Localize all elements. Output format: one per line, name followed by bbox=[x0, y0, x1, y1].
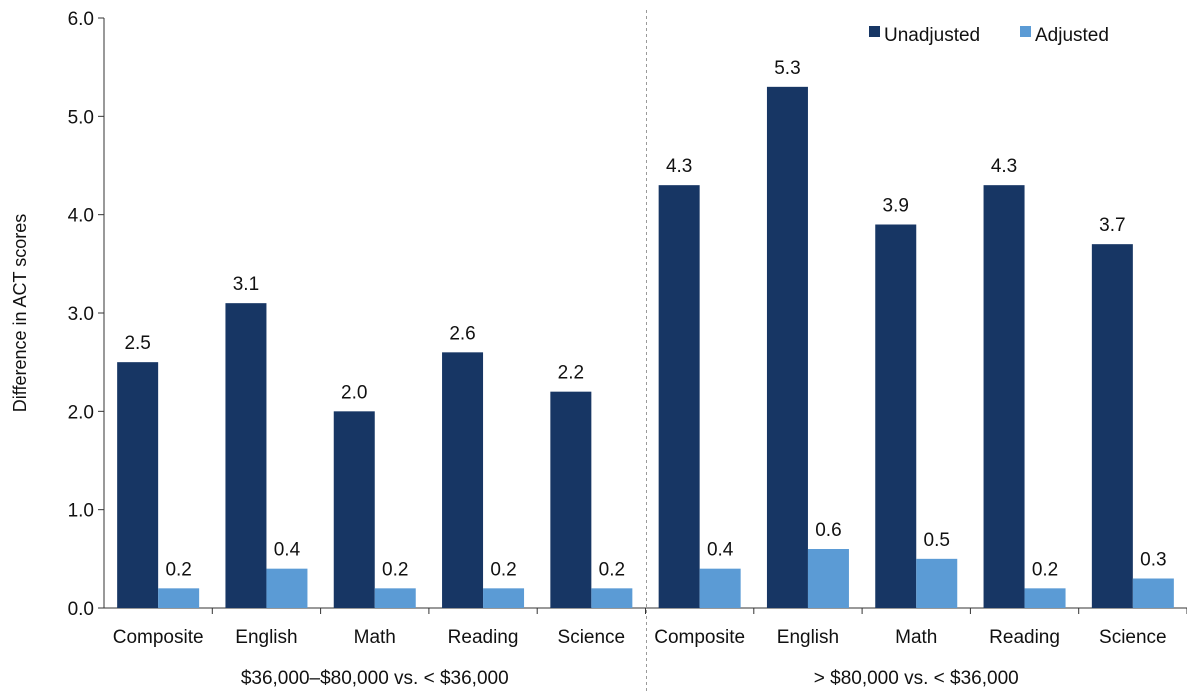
y-tick-label: 1.0 bbox=[68, 501, 94, 522]
group-label: > $80,000 vs. < $36,000 bbox=[814, 668, 1019, 689]
bar-adjusted bbox=[1132, 578, 1174, 608]
x-category-label: Composite bbox=[113, 627, 204, 648]
bar-adjusted bbox=[374, 588, 416, 608]
data-label: 0.4 bbox=[274, 540, 301, 561]
bars-layer bbox=[117, 86, 1174, 609]
data-label: 0.2 bbox=[599, 559, 625, 580]
data-label: 0.2 bbox=[382, 559, 408, 580]
y-tick-label: 2.0 bbox=[68, 402, 94, 423]
legend-swatch-unadjusted bbox=[869, 26, 880, 37]
y-tick-label: 6.0 bbox=[68, 9, 94, 30]
bar-unadjusted bbox=[658, 185, 700, 608]
data-label: 0.5 bbox=[924, 530, 950, 551]
x-category-label: English bbox=[235, 627, 297, 648]
bar-unadjusted bbox=[766, 86, 808, 609]
x-category-label: Math bbox=[354, 627, 396, 648]
group-label: $36,000–$80,000 vs. < $36,000 bbox=[241, 668, 509, 689]
bar-adjusted bbox=[807, 549, 849, 608]
bar-unadjusted bbox=[1091, 244, 1133, 608]
y-tick-label: 5.0 bbox=[68, 107, 94, 128]
data-label: 2.6 bbox=[449, 323, 475, 344]
data-label: 3.1 bbox=[233, 274, 259, 295]
x-category-label: Reading bbox=[989, 627, 1060, 648]
legend-label-adjusted: Adjusted bbox=[1035, 25, 1109, 46]
bar-unadjusted bbox=[333, 411, 375, 608]
data-label: 4.3 bbox=[991, 156, 1017, 177]
y-axis-title: Difference in ACT scores bbox=[10, 214, 30, 412]
x-category-label: Math bbox=[895, 627, 937, 648]
data-label: 0.6 bbox=[815, 520, 841, 541]
legend-swatch-adjusted bbox=[1020, 26, 1031, 37]
data-label: 0.2 bbox=[1032, 559, 1058, 580]
bar-adjusted bbox=[483, 588, 525, 608]
data-label: 0.2 bbox=[165, 559, 191, 580]
data-label: 4.3 bbox=[666, 156, 692, 177]
bar-unadjusted bbox=[442, 352, 484, 608]
bar-adjusted bbox=[916, 558, 958, 608]
data-label: 0.2 bbox=[490, 559, 516, 580]
x-category-label: Science bbox=[1099, 627, 1167, 648]
bar-unadjusted bbox=[875, 224, 917, 608]
x-category-label: Composite bbox=[654, 627, 745, 648]
data-label: 3.7 bbox=[1099, 215, 1125, 236]
legend: Unadjusted Adjusted bbox=[869, 25, 1109, 46]
labels-layer: 0.0 1.0 2.0 3.0 4.0 5.0 6.0 Difference in ACT s… bbox=[10, 9, 1167, 689]
bar-unadjusted bbox=[225, 303, 267, 608]
data-label: 2.0 bbox=[341, 382, 367, 403]
bar-unadjusted bbox=[117, 362, 159, 608]
x-category-label: Reading bbox=[448, 627, 519, 648]
x-category-label: English bbox=[777, 627, 839, 648]
data-label: 0.4 bbox=[707, 540, 734, 561]
data-label: 5.3 bbox=[774, 58, 800, 79]
bar-adjusted bbox=[591, 588, 633, 608]
bar-adjusted bbox=[1024, 588, 1066, 608]
bar-adjusted bbox=[158, 588, 200, 608]
y-tick-label: 4.0 bbox=[68, 206, 94, 227]
data-label: 0.3 bbox=[1140, 550, 1166, 571]
data-label: 2.2 bbox=[558, 363, 584, 384]
data-label: 2.5 bbox=[124, 333, 150, 354]
y-tick-label: 0.0 bbox=[68, 599, 94, 620]
data-label: 3.9 bbox=[883, 196, 909, 217]
y-tick-label: 3.0 bbox=[68, 304, 94, 325]
bar-unadjusted bbox=[983, 185, 1025, 608]
bar-adjusted bbox=[266, 568, 308, 608]
legend-label-unadjusted: Unadjusted bbox=[884, 25, 980, 46]
bar-unadjusted bbox=[550, 391, 592, 608]
x-category-label: Science bbox=[558, 627, 626, 648]
bar-adjusted bbox=[699, 568, 741, 608]
